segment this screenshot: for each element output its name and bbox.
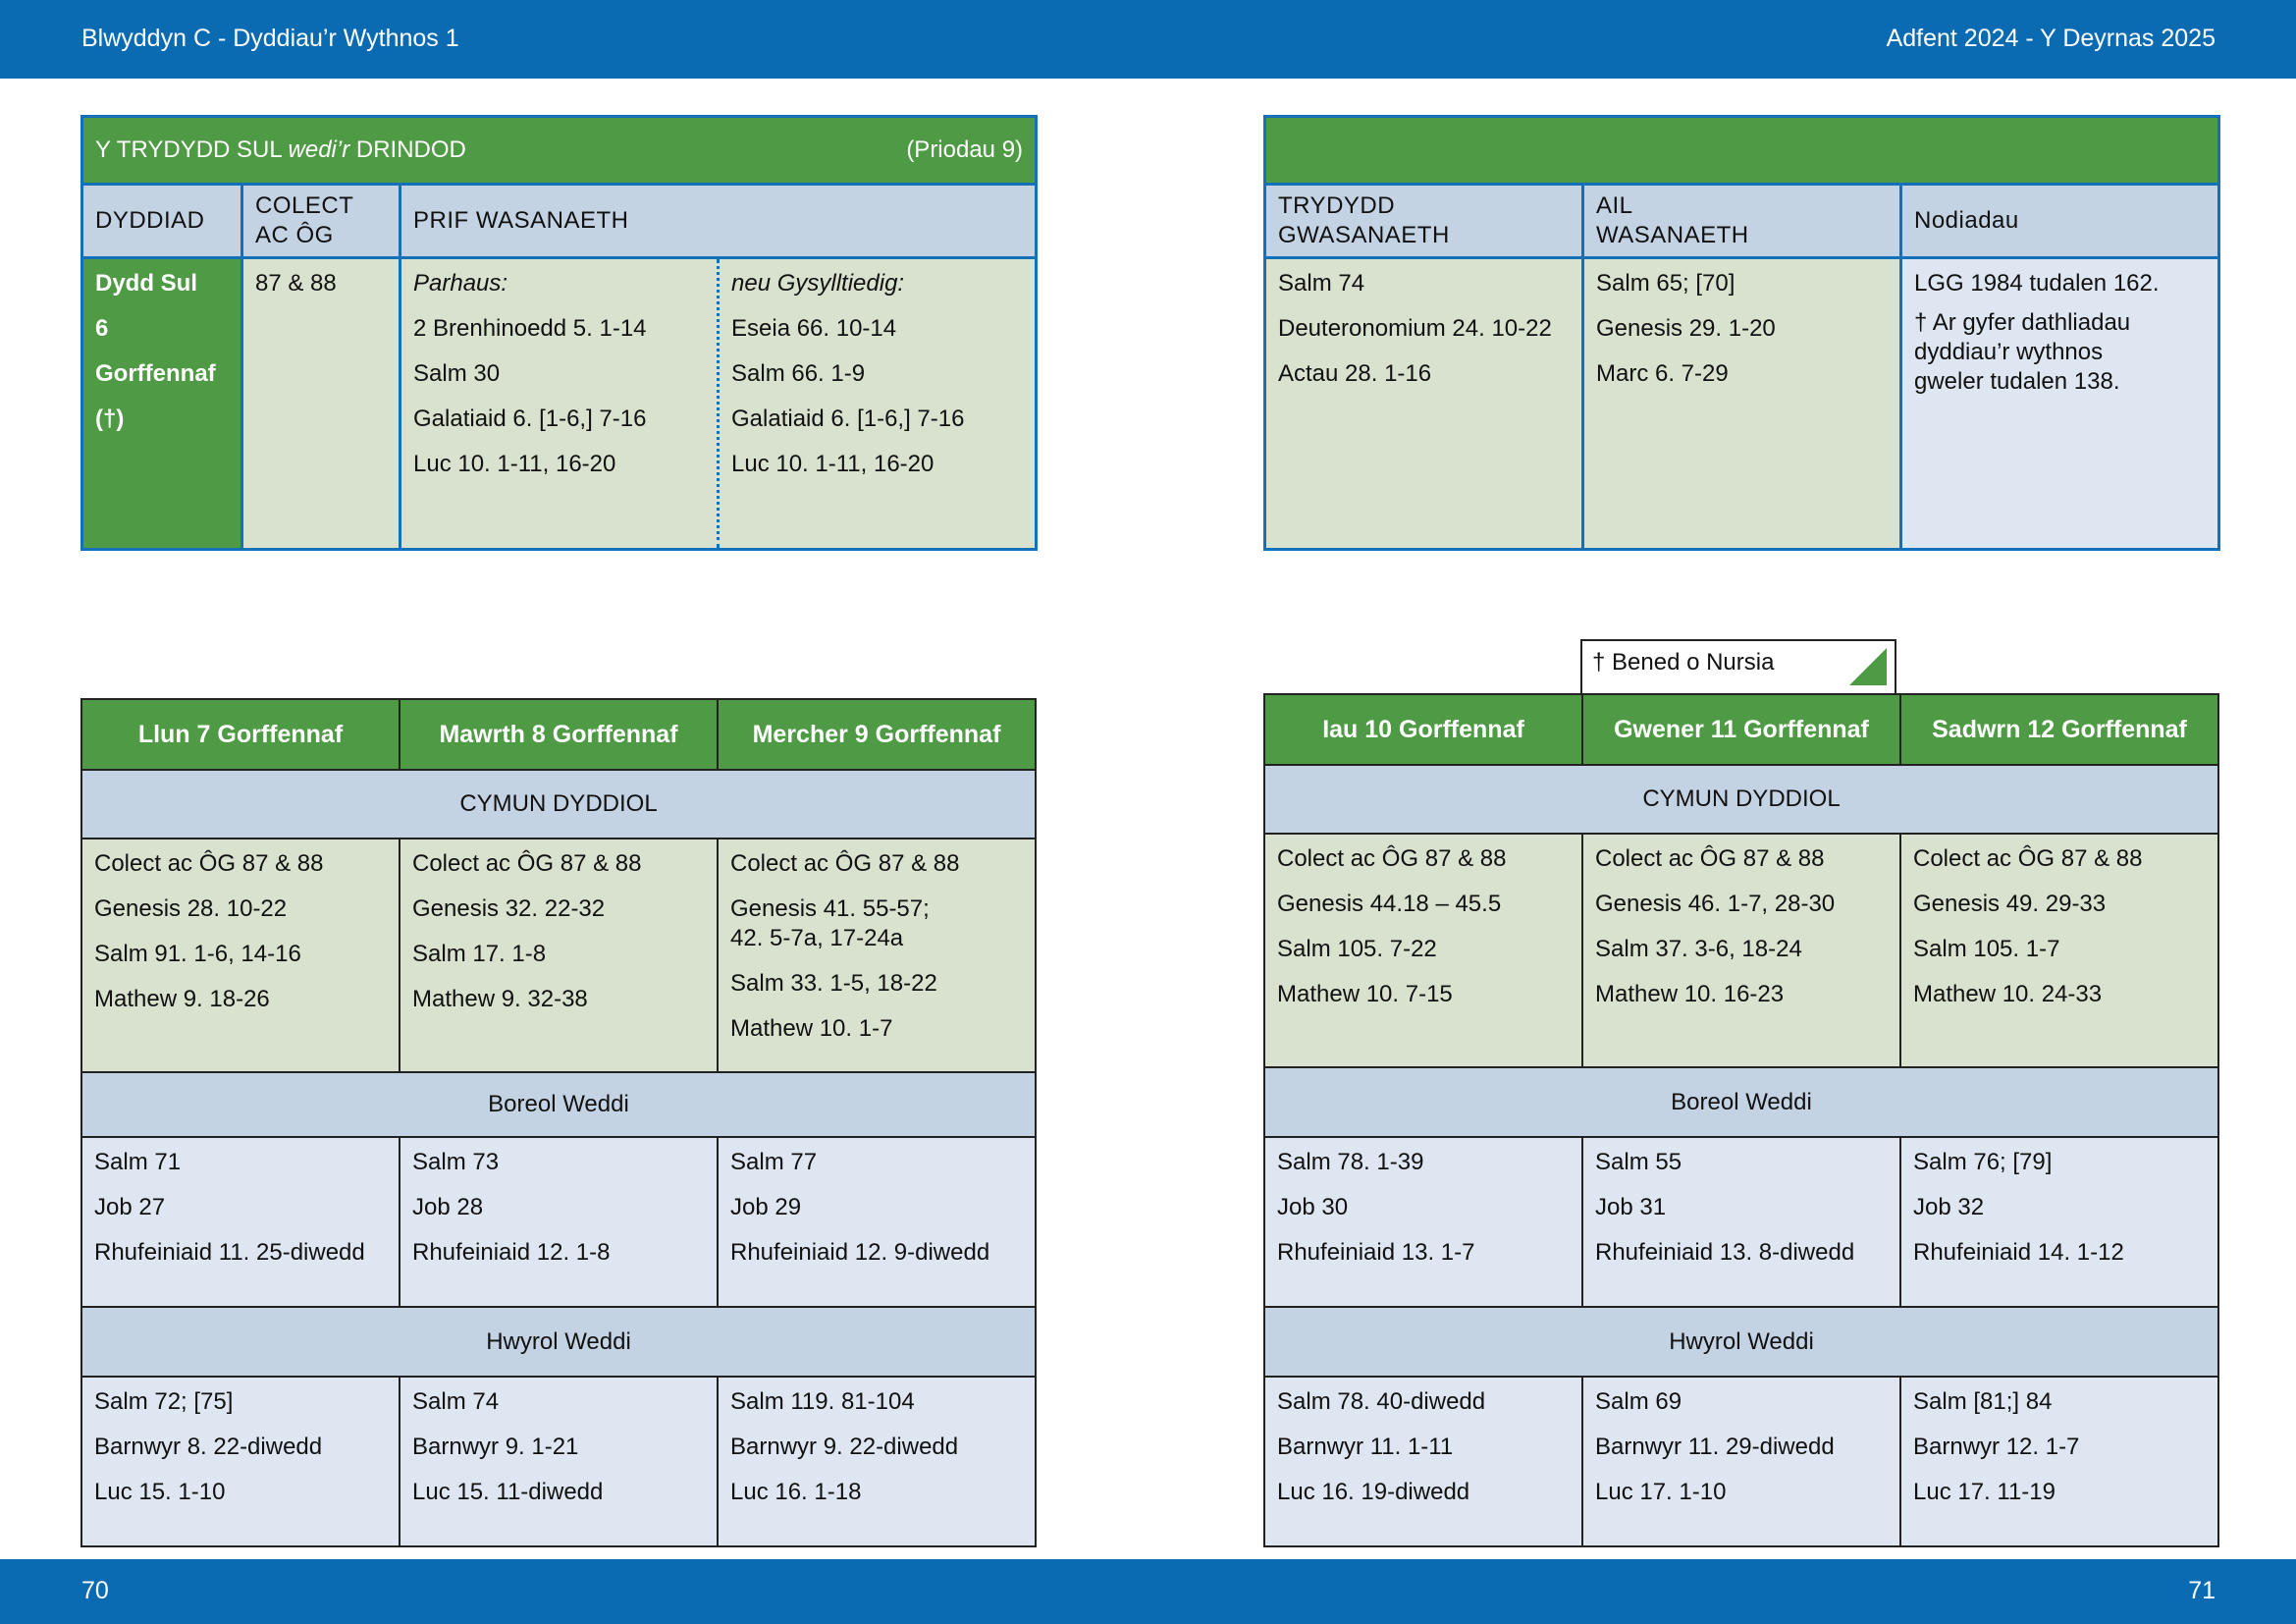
eucharist-readings: Colect ac ÔG 87 & 88 Genesis 49. 29-33 S…	[1899, 833, 2219, 1068]
page-footer: 70 71	[0, 1559, 2296, 1624]
day-header: Gwener 11 Gorffennaf	[1581, 693, 1901, 766]
morning-readings: Salm 76; [79] Job 32 Rhufeiniaid 14. 1-1…	[1899, 1136, 2219, 1308]
morning-prayer-section-header: Boreol Weddi	[80, 1071, 1037, 1138]
morning-prayer-section-header: Boreol Weddi	[1263, 1066, 2219, 1138]
eucharist-readings: Colect ac ÔG 87 & 88 Genesis 32. 22-32 S…	[399, 838, 719, 1073]
morning-readings: Salm 73 Job 28 Rhufeiniaid 12. 1-8	[399, 1136, 719, 1308]
header-right: Adfent 2024 - Y Deyrnas 2025	[1886, 25, 2216, 52]
related-readings: neu Gysylltiedig: Eseia 66. 10-14 Salm 6…	[718, 256, 1039, 551]
weekday-table-left: Llun 7 Gorffennaf Mawrth 8 Gorffennaf Me…	[80, 698, 1037, 1547]
day-header: Llun 7 Gorffennaf	[80, 698, 400, 771]
sunday-other-services-table: TRYDYDD GWASANAETH AIL WASANAETH Nodiadau …	[1263, 115, 2220, 551]
third-service-header: TRYDYDD GWASANAETH	[1263, 183, 1584, 259]
continuous-readings: Parhaus: 2 Brenhinoedd 5. 1-14 Salm 30 G…	[399, 256, 720, 551]
header-left: Blwyddyn C - Dyddiau’r Wythnos 1	[81, 25, 459, 52]
eucharist-readings: Colect ac ÔG 87 & 88 Genesis 28. 10-22 S…	[80, 838, 400, 1073]
main-service-column-header: PRIF WASANAETH	[398, 183, 1039, 259]
eucharist-section-header: CYMUN DYDDIOL	[80, 769, 1037, 839]
proper-number: (Priodau 9)	[906, 136, 1024, 163]
day-header: Iau 10 Gorffennaf	[1263, 693, 1583, 766]
notes-cell: LGG 1984 tudalen 162. † Ar gyfer dathlia…	[1899, 256, 2220, 551]
second-service-readings: Salm 65; [70] Genesis 29. 1-20 Marc 6. 7…	[1581, 256, 1902, 551]
eucharist-section-header: CYMUN DYDDIOL	[1263, 764, 2219, 835]
morning-readings: Salm 55 Job 31 Rhufeiniaid 13. 8-diwedd	[1581, 1136, 1901, 1308]
collect-column-header: COLECT AC ÔG	[240, 183, 401, 259]
morning-readings: Salm 78. 1-39 Job 30 Rhufeiniaid 13. 1-7	[1263, 1136, 1583, 1308]
commemoration-tab: † Bened o Nursia	[1580, 639, 1896, 693]
page-number-right: 71	[2188, 1577, 2216, 1604]
eucharist-readings: Colect ac ÔG 87 & 88 Genesis 41. 55-57; …	[717, 838, 1037, 1073]
evening-readings: Salm [81;] 84 Barnwyr 12. 1-7 Luc 17. 11…	[1899, 1376, 2219, 1547]
sunday-collect-cell: 87 & 88	[240, 256, 401, 551]
sunday-date-cell: Dydd Sul 6 Gorffennaf (†)	[80, 256, 243, 551]
eucharist-readings: Colect ac ÔG 87 & 88 Genesis 46. 1-7, 28…	[1581, 833, 1901, 1068]
date-column-header: DYDDIAD	[80, 183, 243, 259]
morning-readings: Salm 77 Job 29 Rhufeiniaid 12. 9-diwedd	[717, 1136, 1037, 1308]
sunday-title-bar: Y TRYDYDD SUL wedi’r DRINDOD (Priodau 9)	[80, 115, 1039, 186]
day-header: Sadwrn 12 Gorffennaf	[1899, 693, 2219, 766]
day-header: Mercher 9 Gorffennaf	[717, 698, 1037, 771]
morning-readings: Salm 71 Job 27 Rhufeiniaid 11. 25-diwedd	[80, 1136, 400, 1308]
commemoration-label: † Bened o Nursia	[1592, 649, 1775, 676]
sunday-main-table: Y TRYDYDD SUL wedi’r DRINDOD (Priodau 9)…	[80, 115, 1039, 551]
evening-readings: Salm 74 Barnwyr 9. 1-21 Luc 15. 11-diwed…	[399, 1376, 719, 1547]
notes-header: Nodiadau	[1899, 183, 2220, 259]
evening-prayer-section-header: Hwyrol Weddi	[1263, 1306, 2219, 1378]
page-number-left: 70	[81, 1577, 109, 1604]
sunday-title: Y TRYDYDD SUL wedi’r DRINDOD	[95, 136, 466, 163]
evening-prayer-section-header: Hwyrol Weddi	[80, 1306, 1037, 1378]
weekday-table-right: Iau 10 Gorffennaf Gwener 11 Gorffennaf S…	[1263, 693, 2219, 1547]
running-header: Blwyddyn C - Dyddiau’r Wythnos 1 Adfent …	[0, 0, 2296, 79]
second-service-header: AIL WASANAETH	[1581, 183, 1902, 259]
eucharist-readings: Colect ac ÔG 87 & 88 Genesis 44.18 – 45.…	[1263, 833, 1583, 1068]
day-header: Mawrth 8 Gorffennaf	[399, 698, 719, 771]
sunday-title-bar-right	[1263, 115, 2220, 186]
evening-readings: Salm 78. 40-diwedd Barnwyr 11. 1-11 Luc …	[1263, 1376, 1583, 1547]
evening-readings: Salm 72; [75] Barnwyr 8. 22-diwedd Luc 1…	[80, 1376, 400, 1547]
corner-triangle-icon	[1849, 648, 1887, 685]
third-service-readings: Salm 74 Deuteronomium 24. 10-22 Actau 28…	[1263, 256, 1584, 551]
evening-readings: Salm 69 Barnwyr 11. 29-diwedd Luc 17. 1-…	[1581, 1376, 1901, 1547]
evening-readings: Salm 119. 81-104 Barnwyr 9. 22-diwedd Lu…	[717, 1376, 1037, 1547]
